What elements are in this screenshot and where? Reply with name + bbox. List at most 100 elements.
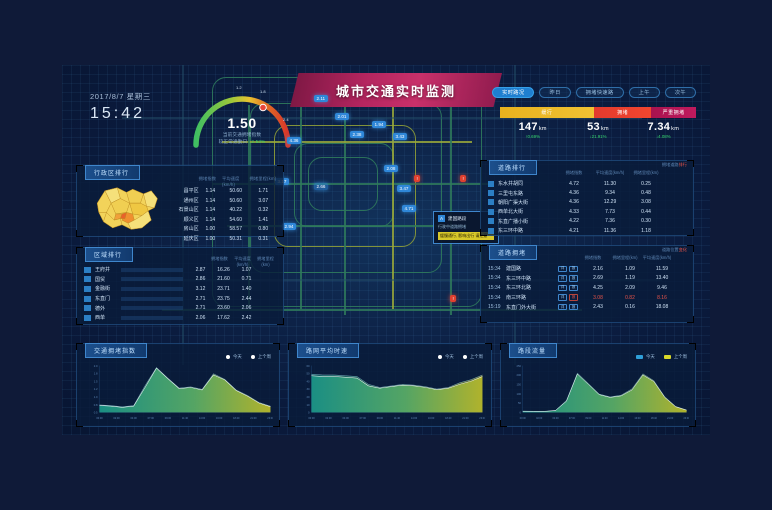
- map-congestion-marker[interactable]: 2.08: [384, 165, 398, 172]
- map-congestion-marker[interactable]: 2.66: [314, 183, 328, 190]
- map-incident-marker[interactable]: !: [414, 175, 421, 182]
- event-detail-button[interactable]: 详: [558, 294, 567, 301]
- svg-text:0: 0: [308, 411, 310, 415]
- region-rank-icon: [84, 266, 91, 273]
- road-name: 东直广播小街: [498, 218, 529, 225]
- map-incident-marker[interactable]: !: [450, 295, 457, 302]
- segment-delta-1: ↓21.91%: [589, 134, 607, 139]
- region-row[interactable]: 东直门 2.71 23.75 2.44: [84, 294, 277, 304]
- svg-text:11:40: 11:40: [182, 417, 189, 420]
- road-tag-prefix: 拥堵道路: [661, 162, 679, 167]
- district-row[interactable]: 延庆区 1.00 50.31 0.31: [167, 235, 277, 245]
- road-row[interactable]: 东直广播小街 4.22 7.36 0.30: [488, 217, 687, 226]
- tab-0[interactable]: 实时路况: [492, 87, 535, 98]
- region-index: 3.12: [195, 285, 206, 292]
- event-report-button[interactable]: 报: [569, 275, 578, 282]
- region-name: 国贸: [95, 276, 106, 283]
- legend-item-lastweek: 上个周: [250, 354, 271, 360]
- region-row[interactable]: 西单 2.06 17.62 2.42: [84, 313, 277, 323]
- event-report-button[interactable]: 报: [569, 265, 578, 272]
- event-detail-button[interactable]: 详: [558, 275, 567, 282]
- beijing-district-map[interactable]: [85, 180, 165, 234]
- map-incident-marker[interactable]: !: [460, 175, 467, 182]
- segment-bar-0: 缓行: [500, 107, 594, 118]
- road-row[interactable]: 东三环中路 4.21 11.36 1.18: [488, 226, 687, 235]
- region-speed: 17.62: [217, 314, 230, 321]
- event-detail-button[interactable]: 详: [558, 284, 567, 292]
- road-row[interactable]: 东水井胡同 4.72 11.30 0.25: [488, 179, 687, 188]
- event-header-1: 拥堵里程(km): [612, 255, 638, 260]
- event-action-buttons[interactable]: 详报: [558, 303, 582, 311]
- svg-text:21:00: 21:00: [250, 417, 257, 420]
- district-row[interactable]: 昌平区 1.14 50.60 1.71: [167, 187, 277, 197]
- chart3-body[interactable]: 250 200 150 100 50 0 00:00 02:00 04:00 07:00 09:00…: [507, 362, 689, 422]
- corner-br: [687, 229, 694, 236]
- map-congestion-marker[interactable]: 3.47: [397, 185, 411, 192]
- road-ns-main: [344, 75, 346, 315]
- road-row[interactable]: 朝阳广渠大街 4.36 12.29 3.08: [488, 198, 687, 207]
- district-row[interactable]: 石景山区 1.14 40.22 0.32: [167, 206, 277, 216]
- event-report-button[interactable]: 报: [569, 284, 578, 292]
- legend-dot-lastweek: [250, 355, 255, 359]
- chart2-body[interactable]: 60 50 40 30 20 10 0 00:00 02:00 04:00 07:00 09:00 11…: [295, 362, 485, 422]
- tab-3[interactable]: 上午: [628, 87, 660, 98]
- view-tabs[interactable]: 实时路况 昨日 拥堵快速路 上午 次午: [492, 87, 696, 98]
- region-index: 2.06: [195, 314, 206, 321]
- map-congestion-marker[interactable]: 2.38: [350, 131, 364, 138]
- event-row[interactable]: 15:34 南三环路 详报 3.08 0.82 8.16: [488, 293, 687, 303]
- event-action-buttons[interactable]: 详报: [558, 294, 582, 301]
- tab-4[interactable]: 次午: [664, 87, 696, 98]
- district-speed: 50.60: [229, 188, 242, 194]
- event-row[interactable]: 15:34 东三环北路 详报 4.25 2.09 9.46: [488, 283, 687, 293]
- event-report-button[interactable]: 报: [569, 294, 578, 301]
- svg-text:07:00: 07:00: [569, 417, 576, 420]
- road-row[interactable]: 西单北大街 4.33 7.73 0.44: [488, 207, 687, 216]
- svg-text:10: 10: [306, 403, 310, 407]
- region-row[interactable]: 金融街 3.12 23.71 1.40: [84, 284, 277, 294]
- page-title: 城市交通实时监测: [290, 73, 502, 107]
- road-index: 4.36: [569, 190, 579, 197]
- chart3-title: 路段流量: [509, 343, 558, 358]
- event-row[interactable]: 15:34 建国路 详报 2.16 1.09 11.59: [488, 264, 687, 274]
- map-congestion-marker[interactable]: 1.94: [372, 121, 386, 128]
- svg-text:200: 200: [517, 373, 522, 377]
- svg-text:250: 250: [517, 364, 522, 368]
- svg-text:1.8: 1.8: [94, 372, 98, 376]
- map-congestion-marker[interactable]: 2.94: [282, 223, 296, 230]
- svg-text:1.0: 1.0: [94, 395, 98, 399]
- event-distance: 2.09: [625, 284, 635, 291]
- event-row[interactable]: 15:19 东直门外大街 详报 2.43 0.16 18.08: [488, 302, 687, 312]
- road-ew-main: [212, 183, 488, 185]
- road-row[interactable]: 三里屯东路 4.36 9.34 0.48: [488, 188, 687, 197]
- region-row[interactable]: 王府井 2.87 16.26 1.07: [84, 265, 277, 275]
- 路段流量-svg: 250 200 150 100 50 0 00:00 02:00 04:00 07:00 09:00…: [517, 364, 689, 420]
- event-action-buttons[interactable]: 详报: [558, 275, 582, 282]
- map-congestion-marker[interactable]: 4.36: [287, 137, 301, 144]
- map-congestion-marker[interactable]: 2.11: [314, 95, 328, 102]
- district-row[interactable]: 通州区 1.14 50.60 3.07: [167, 197, 277, 207]
- map-congestion-marker[interactable]: 3.43: [393, 133, 407, 140]
- event-action-buttons[interactable]: 详报: [558, 284, 582, 292]
- chart1-body[interactable]: 2.0 1.8 1.5 1.2 1.0 0.8 0.5 00:00 02:00 04:00 07:0…: [83, 362, 273, 422]
- district-row[interactable]: 顺义区 1.14 54.60 1.41: [167, 216, 277, 226]
- tab-2[interactable]: 拥堵快速路: [575, 87, 624, 98]
- road-distance: 3.08: [641, 199, 651, 206]
- region-row[interactable]: 德外 2.71 23.60 2.06: [84, 303, 277, 313]
- legend-item-today: 今天: [438, 354, 454, 360]
- tab-1[interactable]: 昨日: [539, 87, 571, 98]
- avg-speed-chart-panel: 路网平均时速 今天 上个周 60 50 40 30 20 10 0 00:00 02:00 04:…: [288, 343, 492, 427]
- event-detail-button[interactable]: 详: [558, 265, 567, 272]
- event-detail-button[interactable]: 详: [558, 303, 567, 311]
- map-congestion-marker[interactable]: 2.01: [335, 113, 349, 120]
- map-congestion-marker[interactable]: 4.71: [402, 205, 416, 212]
- event-row[interactable]: 15:34 东三环中路 详报 2.69 1.19 13.40: [488, 274, 687, 284]
- event-report-button[interactable]: 报: [569, 303, 578, 311]
- district-row[interactable]: 房山区 1.00 58.57 0.80: [167, 225, 277, 235]
- tooltip-badge: 缓慢通行, 影响出行 请注意: [438, 232, 494, 240]
- tooltip-header: A 建国路段: [438, 215, 494, 222]
- road-tag-value: 排行: [678, 162, 687, 167]
- region-speed: 21.60: [217, 276, 230, 283]
- region-row[interactable]: 国贸 2.86 21.60 0.71: [84, 275, 277, 285]
- district-name: 房山区: [183, 226, 199, 232]
- event-action-buttons[interactable]: 详报: [558, 265, 582, 272]
